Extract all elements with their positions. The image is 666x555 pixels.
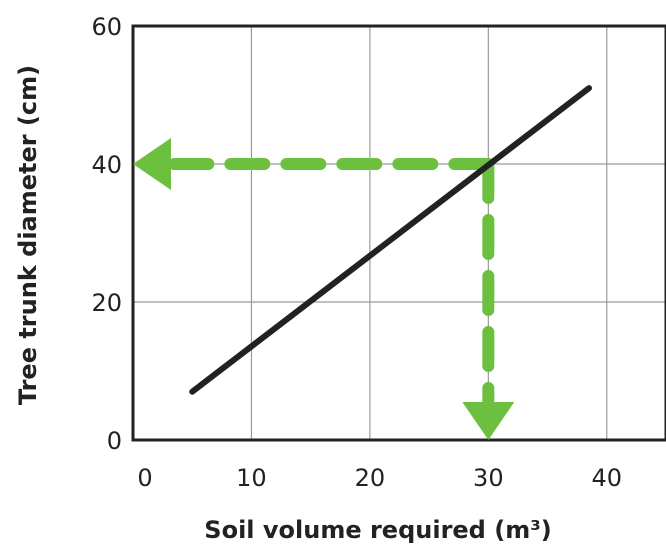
series-layer <box>189 85 593 395</box>
x-tick-label: 40 <box>592 464 623 492</box>
x-tick-labels: 0 10 20 30 40 <box>137 464 622 492</box>
y-tick-labels: 0 20 40 60 <box>91 13 122 455</box>
x-tick-label: 10 <box>236 464 267 492</box>
y-tick-label: 60 <box>91 13 122 41</box>
annotation-layer <box>133 138 515 440</box>
series-line <box>189 85 593 395</box>
annotation-arrowhead <box>462 402 515 440</box>
annotation-arrowhead <box>133 138 171 190</box>
y-tick-label: 20 <box>91 289 122 317</box>
x-tick-label: 0 <box>137 464 152 492</box>
y-tick-label: 40 <box>91 151 122 179</box>
x-tick-label: 30 <box>473 464 504 492</box>
plot-frame <box>131 24 666 442</box>
x-axis-label: Soil volume required (m³) <box>204 516 551 544</box>
x-tick-label: 20 <box>355 464 386 492</box>
y-axis-label: Tree trunk diameter (cm) <box>14 65 42 405</box>
y-tick-label: 0 <box>107 427 122 455</box>
